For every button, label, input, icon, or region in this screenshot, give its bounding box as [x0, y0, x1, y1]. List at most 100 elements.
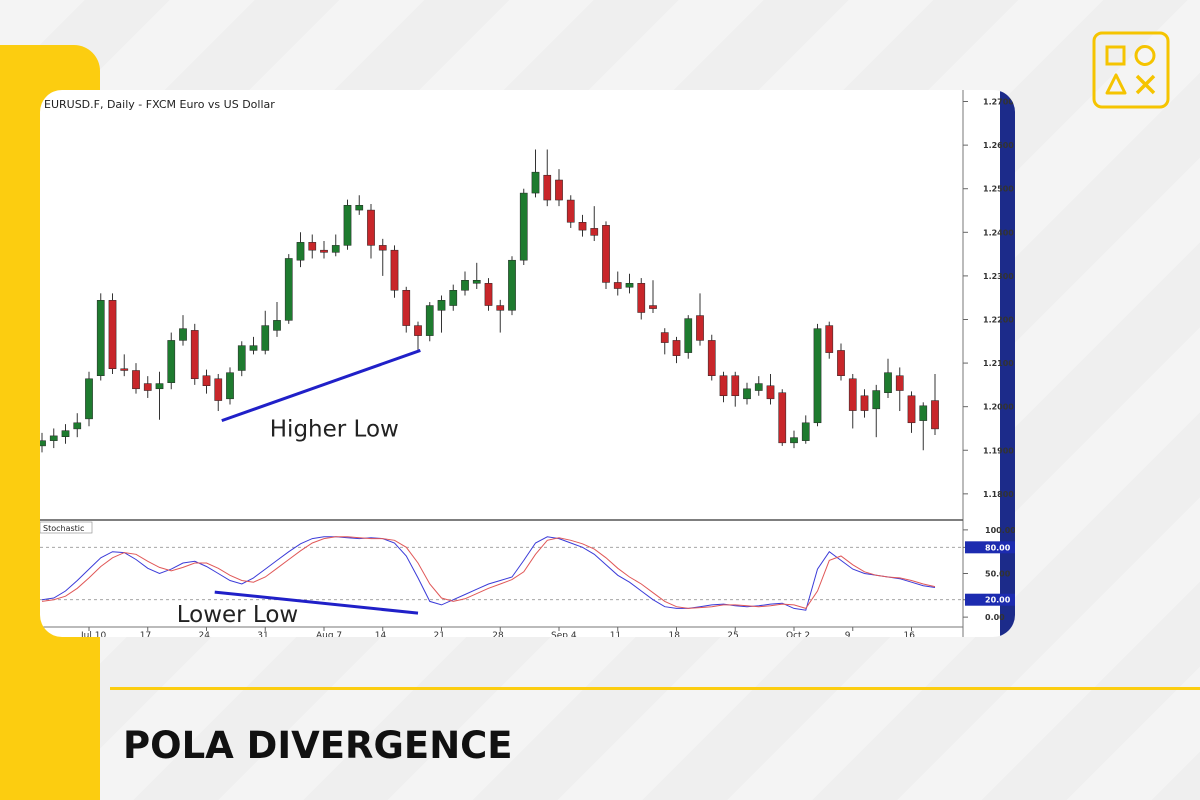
panel-edge	[1000, 90, 1015, 637]
candle-body	[40, 440, 46, 447]
candle-body	[96, 300, 105, 376]
candle-body	[143, 383, 152, 391]
candle-body	[860, 395, 869, 411]
candle-body	[543, 174, 552, 201]
panel-background	[40, 90, 1015, 637]
divider-line	[110, 687, 1200, 690]
candle-body	[425, 305, 434, 336]
candle-body	[602, 225, 610, 283]
indicator-y-tick-label: 50.00	[985, 570, 1011, 579]
candle-body	[484, 283, 493, 306]
x-tick-label: 28	[492, 631, 504, 641]
candle-body	[273, 320, 281, 331]
candle-body	[672, 340, 681, 356]
x-tick-label: 24	[199, 631, 211, 641]
candle-body	[320, 249, 328, 253]
x-tick-label: 9	[845, 631, 851, 641]
candle-body	[919, 405, 928, 421]
tick-highlight	[965, 541, 1015, 554]
candle-body	[895, 375, 904, 391]
candle-body	[249, 345, 258, 351]
candle-body	[508, 259, 516, 311]
logo	[1092, 31, 1170, 109]
candle-body	[472, 280, 481, 284]
candle-body	[754, 383, 763, 391]
y-tick-label: 1.2400	[983, 228, 1014, 237]
page-heading: POLA DIVERGENCE	[123, 724, 513, 767]
candle-body	[707, 340, 716, 376]
candle-body	[261, 325, 270, 351]
candle-body	[296, 242, 305, 261]
y-tick-label: 1.2300	[983, 272, 1014, 281]
candle-body	[660, 332, 669, 343]
y-tick-label: 1.2500	[983, 185, 1014, 194]
indicator-y-tick-label: 100.00	[985, 526, 1016, 535]
candle-body	[731, 375, 740, 397]
candle-body	[555, 179, 563, 201]
candle-body	[61, 430, 70, 437]
candle-body	[390, 249, 399, 291]
y-tick-label: 1.2000	[983, 403, 1014, 412]
annotation-label: Lower Low	[177, 602, 299, 628]
candle-body	[931, 400, 939, 430]
candle-body	[284, 258, 293, 321]
candle-body	[649, 305, 657, 309]
indicator-label-box	[40, 521, 93, 534]
x-tick-label: 31	[257, 631, 268, 641]
x-tick-label: 17	[140, 631, 151, 641]
candle-body	[519, 192, 528, 261]
candle-body	[907, 395, 916, 424]
indicator-name: Stochastic	[43, 524, 84, 533]
annotation-label: Higher Low	[270, 417, 399, 443]
candle-body	[308, 242, 317, 251]
x-tick-label: 25	[727, 631, 738, 641]
candle-body	[884, 372, 892, 393]
chart-panel: EURUSD.F, Daily - FXCM Euro vs US Dollar…	[40, 90, 1016, 641]
candle-body	[637, 283, 646, 313]
candle-body	[461, 280, 469, 291]
candle-body	[837, 350, 845, 376]
candle-body	[49, 435, 58, 441]
indicator-y-tick-label: 0.00	[985, 613, 1005, 622]
candle-body	[378, 245, 387, 251]
candle-body	[414, 325, 422, 336]
x-tick-label: Jul 10	[80, 631, 106, 641]
candle-body	[790, 437, 798, 444]
candle-body	[531, 171, 540, 194]
candle-body	[155, 383, 164, 390]
candle-body	[331, 245, 340, 253]
candle-body	[872, 390, 881, 410]
x-tick-label: 18	[669, 631, 681, 641]
candle-body	[190, 330, 199, 380]
candle-body	[566, 199, 575, 223]
tick-highlight	[965, 593, 1015, 606]
candle-body	[437, 300, 446, 311]
candle-body	[85, 378, 93, 420]
x-tick-label: 14	[375, 631, 387, 641]
candle-body	[167, 340, 176, 383]
candle-body	[684, 318, 693, 353]
candle-body	[449, 290, 458, 306]
y-tick-label: 1.2600	[983, 141, 1014, 150]
x-tick-label: Aug 7	[316, 631, 342, 641]
candle-body	[813, 328, 822, 424]
candle-body	[696, 315, 704, 341]
candle-body	[214, 378, 223, 401]
y-tick-label: 1.2100	[983, 359, 1014, 368]
candle-body	[355, 205, 364, 211]
indicator-line	[41, 536, 936, 609]
candle-body	[367, 209, 375, 246]
x-tick-label: 16	[904, 631, 916, 641]
x-tick-label: 11	[610, 631, 621, 641]
annotation-line	[214, 590, 419, 615]
candle-body	[778, 392, 787, 444]
candle-body	[848, 378, 857, 411]
candle-body	[108, 300, 117, 369]
chart-title: EURUSD.F, Daily - FXCM Euro vs US Dollar	[44, 98, 275, 111]
indicator-y-tick-label: 20.00	[985, 596, 1011, 605]
candle-body	[578, 222, 587, 231]
y-tick-label: 1.2700	[983, 98, 1014, 107]
candle-body	[825, 325, 834, 353]
